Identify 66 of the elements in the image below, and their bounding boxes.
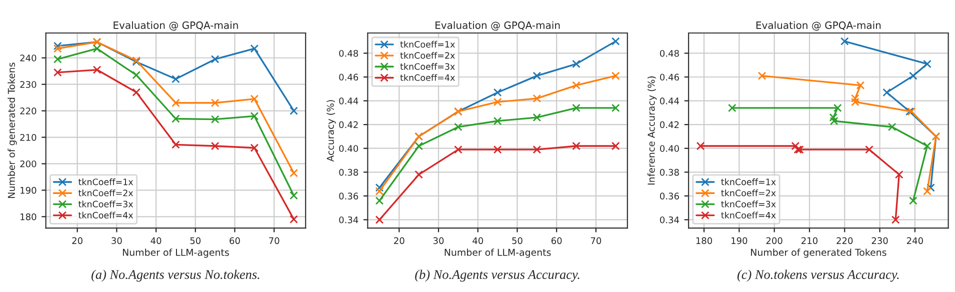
y-tick-label: 210 <box>20 134 36 141</box>
x-tick-label: 70 <box>269 237 280 244</box>
x-tick-label: 70 <box>590 237 602 244</box>
legend-label: tknCoeff=2x <box>78 190 134 196</box>
y-tick-label: 0.36 <box>660 192 679 200</box>
x-tick-label: 40 <box>472 237 484 244</box>
y-tick-label: 0.46 <box>660 74 679 81</box>
legend-label: tknCoeff=1x <box>400 40 455 48</box>
chart-title: Evaluation @ GPQA-main <box>436 21 560 31</box>
y-tick-label: 200 <box>20 160 36 168</box>
y-tick-label: 0.48 <box>339 50 358 57</box>
x-tick-label: 180 <box>696 237 712 244</box>
x-tick-label: 30 <box>433 237 444 244</box>
x-tick-label: 50 <box>190 237 201 244</box>
x-tick-label: 20 <box>72 237 82 244</box>
y-tick-label: 0.44 <box>660 98 680 104</box>
y-tick-label: 0.40 <box>660 145 679 152</box>
x-tick-label: 240 <box>906 237 923 244</box>
y-tick-label: 0.48 <box>660 50 679 57</box>
y-axis-title: Accuracy (%) <box>326 100 336 162</box>
y-tick-label: 190 <box>20 186 36 194</box>
y-tick-label: 0.38 <box>660 168 679 176</box>
legend-label: tknCoeff=3x <box>721 200 776 208</box>
x-tick-label: 220 <box>836 237 853 244</box>
x-tick-label: 210 <box>802 237 818 244</box>
y-tick-label: 0.42 <box>660 121 679 128</box>
y-tick-label: 0.34 <box>660 216 680 224</box>
legend-label: tknCoeff=2x <box>721 190 776 196</box>
legend-label: tknCoeff=4x <box>78 212 134 218</box>
y-tick-label: 0.42 <box>339 121 358 128</box>
x-axis-title: Number of LLM-agents <box>122 248 229 258</box>
y-tick-label: 0.38 <box>339 168 358 176</box>
chart-title: Evaluation @ GPQA-main <box>756 21 881 31</box>
text: (a) No.Agents versus No.tokens. <box>92 270 260 282</box>
legend-label: tknCoeff=2x <box>400 52 455 59</box>
x-tick-label: 30 <box>112 237 122 244</box>
x-tick-label: 230 <box>872 237 888 244</box>
y-tick-label: 180 <box>20 213 36 220</box>
y-tick-label: 0.44 <box>339 98 358 104</box>
x-axis-title: Number of generated Tokens <box>751 248 886 258</box>
y-axis-title: Number of generated Tokens <box>8 62 17 198</box>
y-tick-label: 240 <box>20 54 36 62</box>
x-tick-label: 60 <box>551 237 562 244</box>
legend-label: tknCoeff=1x <box>78 178 134 186</box>
legend-label: tknCoeff=4x <box>400 74 455 81</box>
legend-label: tknCoeff=4x <box>721 212 776 218</box>
y-tick-label: 0.34 <box>339 216 358 224</box>
x-tick-label: 200 <box>766 237 782 244</box>
x-tick-label: 50 <box>512 237 522 244</box>
chart-title: Evaluation @ GPQA-main <box>114 21 238 31</box>
y-tick-label: 0.40 <box>339 145 358 152</box>
x-tick-label: 40 <box>150 237 162 244</box>
legend-label: tknCoeff=1x <box>721 178 776 186</box>
y-tick-label: 0.36 <box>339 192 358 200</box>
legend-label: tknCoeff=3x <box>400 63 455 70</box>
y-tick-label: 0.46 <box>339 74 358 81</box>
x-tick-label: 60 <box>230 237 240 244</box>
y-axis-title: Inference Accuracy (%) <box>648 76 657 185</box>
x-tick-label: 20 <box>394 237 404 244</box>
x-axis-title: Number of LLM-agents <box>444 248 551 258</box>
x-tick-label: 190 <box>732 237 748 244</box>
y-tick-label: 230 <box>20 81 36 88</box>
text: (b) No.Agents versus Accuracy. <box>415 270 580 282</box>
y-tick-label: 220 <box>20 108 36 114</box>
legend-label: tknCoeff=3x <box>78 200 134 208</box>
text: (c) No.tokens versus Accuracy. <box>737 270 899 282</box>
